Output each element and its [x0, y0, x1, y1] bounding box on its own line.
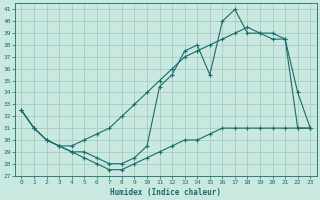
X-axis label: Humidex (Indice chaleur): Humidex (Indice chaleur) — [110, 188, 221, 197]
